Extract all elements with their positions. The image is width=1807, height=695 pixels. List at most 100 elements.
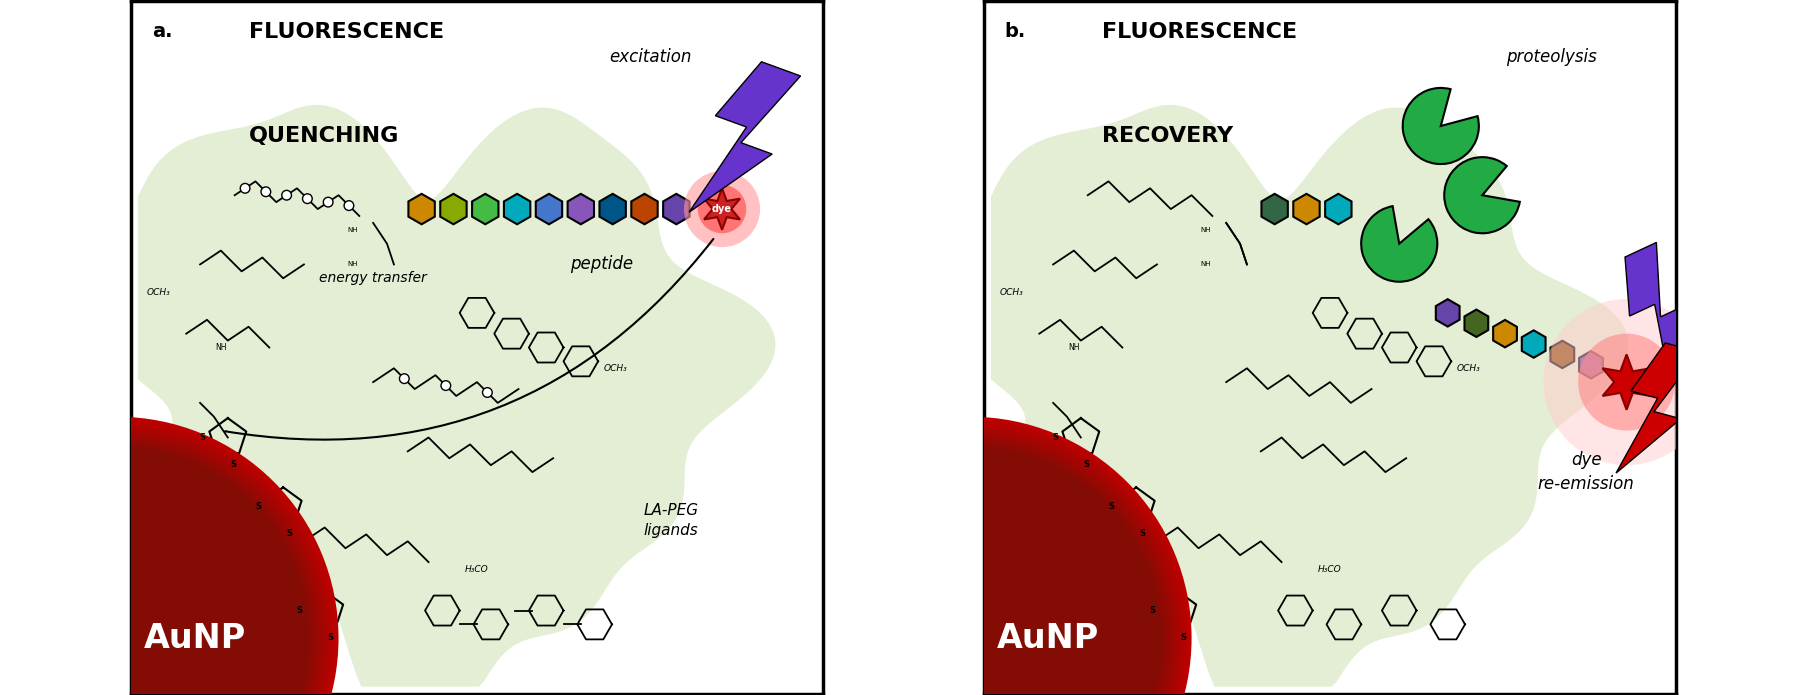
Text: LA-PEG
ligands: LA-PEG ligands: [643, 503, 698, 538]
Text: S: S: [296, 606, 302, 615]
FancyArrowPatch shape: [226, 239, 714, 440]
Circle shape: [343, 201, 354, 211]
Polygon shape: [1550, 341, 1574, 368]
Circle shape: [18, 516, 128, 627]
Circle shape: [0, 425, 331, 695]
Polygon shape: [472, 194, 499, 224]
Circle shape: [685, 171, 761, 247]
Text: NH: NH: [1200, 261, 1211, 268]
Circle shape: [282, 190, 291, 200]
Text: OCH₃: OCH₃: [604, 363, 627, 373]
Circle shape: [1578, 334, 1675, 431]
Polygon shape: [688, 62, 801, 212]
Circle shape: [441, 381, 450, 391]
Text: FLUORESCENCE: FLUORESCENCE: [1102, 22, 1297, 42]
Circle shape: [0, 423, 332, 695]
Circle shape: [0, 445, 311, 695]
Polygon shape: [1261, 194, 1288, 224]
Circle shape: [260, 187, 271, 197]
Circle shape: [748, 417, 1191, 695]
Text: S: S: [286, 530, 293, 539]
Polygon shape: [705, 188, 741, 230]
Circle shape: [781, 448, 1160, 695]
Circle shape: [0, 441, 314, 695]
Circle shape: [1543, 299, 1709, 465]
Circle shape: [752, 420, 1189, 695]
Text: NH: NH: [1068, 343, 1079, 352]
Polygon shape: [990, 105, 1628, 687]
Wedge shape: [1361, 206, 1437, 281]
Circle shape: [0, 422, 334, 695]
Text: S: S: [1108, 502, 1113, 512]
Circle shape: [755, 423, 1185, 695]
Polygon shape: [537, 194, 562, 224]
Circle shape: [0, 430, 325, 695]
Text: NH: NH: [347, 227, 358, 233]
Text: proteolysis: proteolysis: [1507, 48, 1597, 66]
Text: S: S: [231, 460, 237, 469]
Circle shape: [754, 422, 1187, 695]
Circle shape: [764, 432, 1176, 695]
Circle shape: [0, 434, 322, 695]
Polygon shape: [1579, 351, 1603, 379]
Text: S: S: [1149, 606, 1155, 615]
Circle shape: [302, 194, 313, 204]
Polygon shape: [567, 194, 595, 224]
Text: OCH₃: OCH₃: [999, 288, 1023, 297]
Text: S: S: [1138, 530, 1146, 539]
Text: dye: dye: [712, 204, 732, 214]
Circle shape: [0, 447, 309, 695]
Text: excitation: excitation: [609, 48, 692, 66]
Text: a.: a.: [152, 22, 172, 41]
Text: OCH₃: OCH₃: [146, 288, 170, 297]
Circle shape: [757, 425, 1184, 695]
Text: b.: b.: [1005, 22, 1026, 41]
Circle shape: [768, 436, 1171, 695]
Polygon shape: [663, 194, 690, 224]
Polygon shape: [441, 194, 466, 224]
Polygon shape: [600, 194, 625, 224]
Text: peptide: peptide: [569, 256, 632, 273]
Text: S: S: [1180, 633, 1187, 642]
Circle shape: [761, 428, 1180, 695]
Circle shape: [775, 443, 1166, 695]
Circle shape: [779, 447, 1162, 695]
Polygon shape: [1493, 320, 1516, 348]
Text: NH: NH: [1200, 227, 1211, 233]
Circle shape: [0, 443, 313, 695]
Circle shape: [0, 420, 336, 695]
Circle shape: [482, 388, 492, 398]
Circle shape: [240, 183, 249, 193]
Text: S: S: [327, 633, 334, 642]
Text: QUENCHING: QUENCHING: [249, 126, 399, 146]
Wedge shape: [1402, 88, 1478, 164]
Polygon shape: [631, 194, 658, 224]
Text: H₃CO: H₃CO: [464, 564, 490, 573]
Text: AuNP: AuNP: [996, 622, 1099, 655]
Circle shape: [0, 427, 329, 695]
Circle shape: [0, 417, 338, 695]
Circle shape: [759, 427, 1182, 695]
Polygon shape: [1437, 299, 1460, 327]
Circle shape: [0, 439, 316, 695]
Text: AuNP: AuNP: [143, 622, 246, 655]
Circle shape: [777, 445, 1164, 695]
Circle shape: [0, 440, 314, 695]
Text: NH: NH: [215, 343, 226, 352]
Circle shape: [750, 418, 1191, 695]
Text: NH: NH: [347, 261, 358, 268]
Circle shape: [0, 428, 327, 695]
Polygon shape: [1624, 243, 1686, 389]
Polygon shape: [408, 194, 435, 224]
Circle shape: [871, 516, 981, 627]
Polygon shape: [1325, 194, 1352, 224]
Circle shape: [764, 434, 1175, 695]
Polygon shape: [1603, 354, 1650, 410]
Text: energy transfer: energy transfer: [320, 271, 426, 285]
Polygon shape: [504, 194, 529, 224]
Circle shape: [763, 430, 1178, 695]
Text: S: S: [255, 502, 260, 512]
Circle shape: [772, 440, 1169, 695]
Polygon shape: [1464, 309, 1489, 337]
Text: FLUORESCENCE: FLUORESCENCE: [249, 22, 445, 42]
